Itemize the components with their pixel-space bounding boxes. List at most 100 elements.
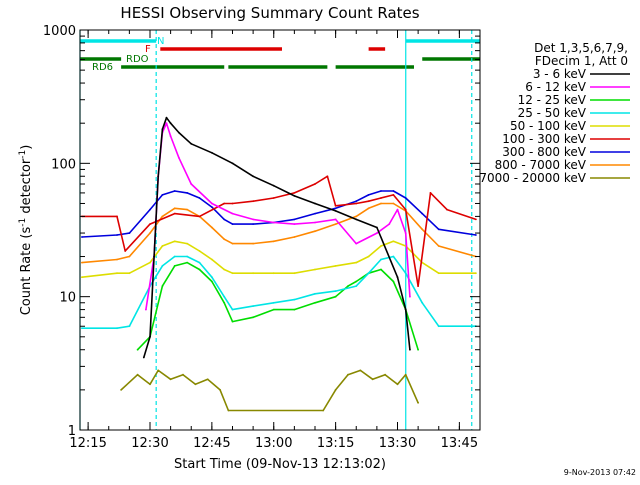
data-point xyxy=(223,238,226,241)
data-point xyxy=(211,151,213,154)
data-point xyxy=(272,301,275,304)
data-point xyxy=(161,215,164,218)
data-point xyxy=(355,218,358,221)
data-point xyxy=(376,232,378,235)
data-point xyxy=(231,162,234,165)
data-point xyxy=(367,194,370,196)
data-point xyxy=(198,197,201,199)
y-axis-ticks: 1 10 100 1000 xyxy=(43,24,480,439)
data-point xyxy=(347,373,349,376)
data-point xyxy=(252,316,255,319)
x-axis-label: Start Time (09-Nov-13 12:13:02) xyxy=(174,457,386,472)
data-point xyxy=(475,218,477,221)
data-point xyxy=(314,183,316,185)
data-point xyxy=(223,301,226,304)
legend-label: 3 - 6 keV xyxy=(533,67,587,81)
data-point xyxy=(211,276,213,279)
data-point xyxy=(198,250,201,252)
data-point xyxy=(367,272,370,275)
data-point xyxy=(186,261,189,264)
y-label-part: Count Rate (s xyxy=(19,227,34,316)
data-point xyxy=(272,272,275,275)
data-point xyxy=(355,202,358,205)
series-line xyxy=(81,255,476,330)
legend-label: 7000 - 20000 keV xyxy=(479,171,586,185)
data-point xyxy=(334,295,337,298)
data-point xyxy=(314,268,316,271)
data-point xyxy=(293,223,296,226)
data-point xyxy=(388,223,391,226)
data-point xyxy=(404,197,407,199)
data-point xyxy=(334,207,337,210)
x-tick-label: 12:15 xyxy=(69,436,106,451)
data-point xyxy=(314,202,316,205)
y-tick-label: 100 xyxy=(51,157,76,172)
data-point xyxy=(190,142,193,145)
data-point xyxy=(145,308,147,311)
data-point xyxy=(355,285,358,287)
data-point xyxy=(355,215,358,218)
data-point xyxy=(404,272,407,275)
data-point xyxy=(173,240,176,243)
data-point xyxy=(161,285,164,287)
data-point xyxy=(211,206,213,209)
data-point xyxy=(272,240,275,243)
legend-header-line-1: Det 1,3,5,6,7,9, xyxy=(534,41,628,55)
data-point xyxy=(380,190,382,192)
data-point xyxy=(178,131,180,134)
data-point xyxy=(396,208,399,211)
data-point xyxy=(252,305,255,307)
data-point xyxy=(437,272,440,275)
data-point xyxy=(392,240,395,243)
data-point xyxy=(211,280,213,283)
data-point xyxy=(380,245,382,247)
data-point xyxy=(186,242,189,245)
series-layer xyxy=(81,116,477,412)
data-point xyxy=(404,208,407,211)
data-point xyxy=(198,268,201,271)
y-label-part: ) xyxy=(19,145,34,150)
data-point xyxy=(149,208,151,211)
data-point xyxy=(380,268,382,271)
data-point xyxy=(417,401,419,404)
data-point xyxy=(81,276,83,279)
x-tick-label: 13:45 xyxy=(441,436,478,451)
data-point xyxy=(81,236,83,238)
data-point xyxy=(128,232,131,235)
data-point xyxy=(165,122,168,125)
data-point xyxy=(314,292,316,295)
data-point xyxy=(417,348,419,351)
flag-label: RDO xyxy=(126,54,149,65)
data-point xyxy=(380,202,382,205)
data-point xyxy=(355,261,358,264)
data-point xyxy=(190,183,193,185)
data-point xyxy=(347,285,349,287)
data-point xyxy=(198,215,201,218)
data-point xyxy=(314,212,316,215)
data-point xyxy=(252,242,255,245)
data-point xyxy=(293,308,296,311)
data-point xyxy=(421,301,424,304)
data-point xyxy=(252,200,255,203)
data-point xyxy=(231,308,234,311)
data-point xyxy=(293,298,296,301)
data-point xyxy=(211,202,213,205)
data-point xyxy=(384,373,386,376)
data-point xyxy=(380,258,382,261)
data-point xyxy=(334,218,337,221)
plot-frame xyxy=(79,29,481,431)
legend-label: 12 - 25 keV xyxy=(518,93,587,107)
data-point xyxy=(367,207,370,210)
data-point xyxy=(252,223,255,226)
data-point xyxy=(116,215,118,218)
footer-date: 9-Nov-2013 07:42 xyxy=(564,468,636,477)
data-point xyxy=(194,383,197,386)
data-point xyxy=(475,234,477,236)
series-line xyxy=(81,175,477,287)
data-point xyxy=(334,204,337,207)
data-point xyxy=(421,212,424,215)
data-point xyxy=(446,208,448,211)
chart-title: HESSI Observing Summary Count Rates xyxy=(120,4,419,22)
